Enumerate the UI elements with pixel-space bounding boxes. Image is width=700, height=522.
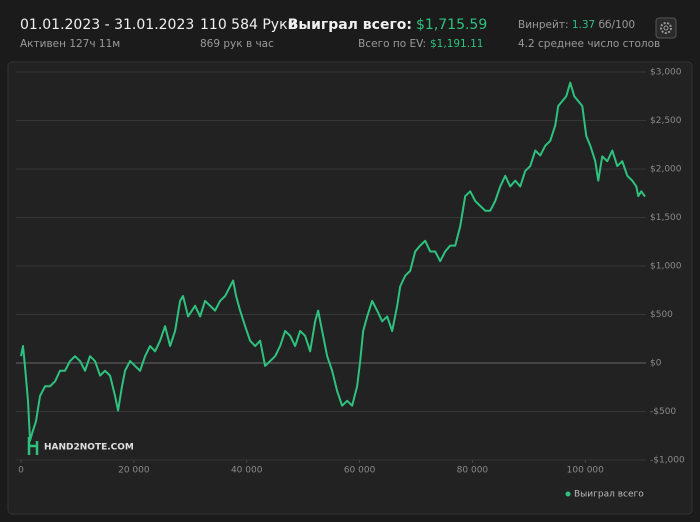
- y-tick-label: $3,000: [650, 68, 682, 78]
- y-tick-label: $500: [650, 310, 673, 320]
- y-tick-label: $2,500: [650, 116, 682, 126]
- winrate-unit: бб/100: [599, 19, 636, 31]
- watermark: HAND2NOTE.COM: [27, 437, 134, 455]
- legend-label: Выиграл всего: [574, 490, 644, 500]
- y-tick-label: $1,000: [650, 262, 682, 272]
- active-time: Активен 127ч 11м: [20, 38, 120, 50]
- tables: 4.2 среднее число столов: [518, 38, 660, 50]
- gear-icon[interactable]: [660, 22, 672, 34]
- y-tick-label: -$500: [650, 407, 676, 417]
- won-label: Выиграл всего:: [288, 17, 412, 33]
- y-tick-label: $0: [650, 359, 662, 369]
- hands-per-hour: 869 рук в час: [200, 38, 274, 50]
- hands: 110 584 Руки: [200, 17, 297, 33]
- x-tick-label: 60 000: [344, 466, 376, 476]
- settings-button[interactable]: [655, 17, 677, 39]
- settings-box[interactable]: [655, 17, 677, 39]
- gear-center[interactable]: [663, 25, 669, 31]
- legend-marker: [565, 491, 571, 497]
- chart-panel: [7, 61, 693, 515]
- ev-value: $1,191.11: [430, 38, 483, 50]
- period: 01.01.2023 - 31.01.2023: [20, 17, 194, 33]
- watermark-text: HAND2NOTE.COM: [44, 443, 134, 453]
- won-value: $1,715.59: [416, 17, 487, 33]
- winrate-label: Винрейт:: [518, 19, 569, 31]
- x-tick-label: 20 000: [118, 466, 150, 476]
- y-tick-label: -$1,000: [650, 456, 685, 466]
- y-tick-label: $1,500: [650, 213, 682, 223]
- x-tick-label: 0: [18, 466, 24, 476]
- winrate-label: Винрейт: 1.37 бб/100: [518, 19, 635, 31]
- line-series: [20, 81, 646, 442]
- x-tick-label: 40 000: [231, 466, 263, 476]
- x-tick-label: 80 000: [457, 466, 489, 476]
- x-tick-label: 100 000: [567, 466, 604, 476]
- logo: [27, 437, 39, 455]
- ev-label: Всего по EV:: [358, 38, 426, 50]
- y-tick-label: $2,000: [650, 165, 682, 175]
- winrate-value: 1.37: [572, 19, 595, 31]
